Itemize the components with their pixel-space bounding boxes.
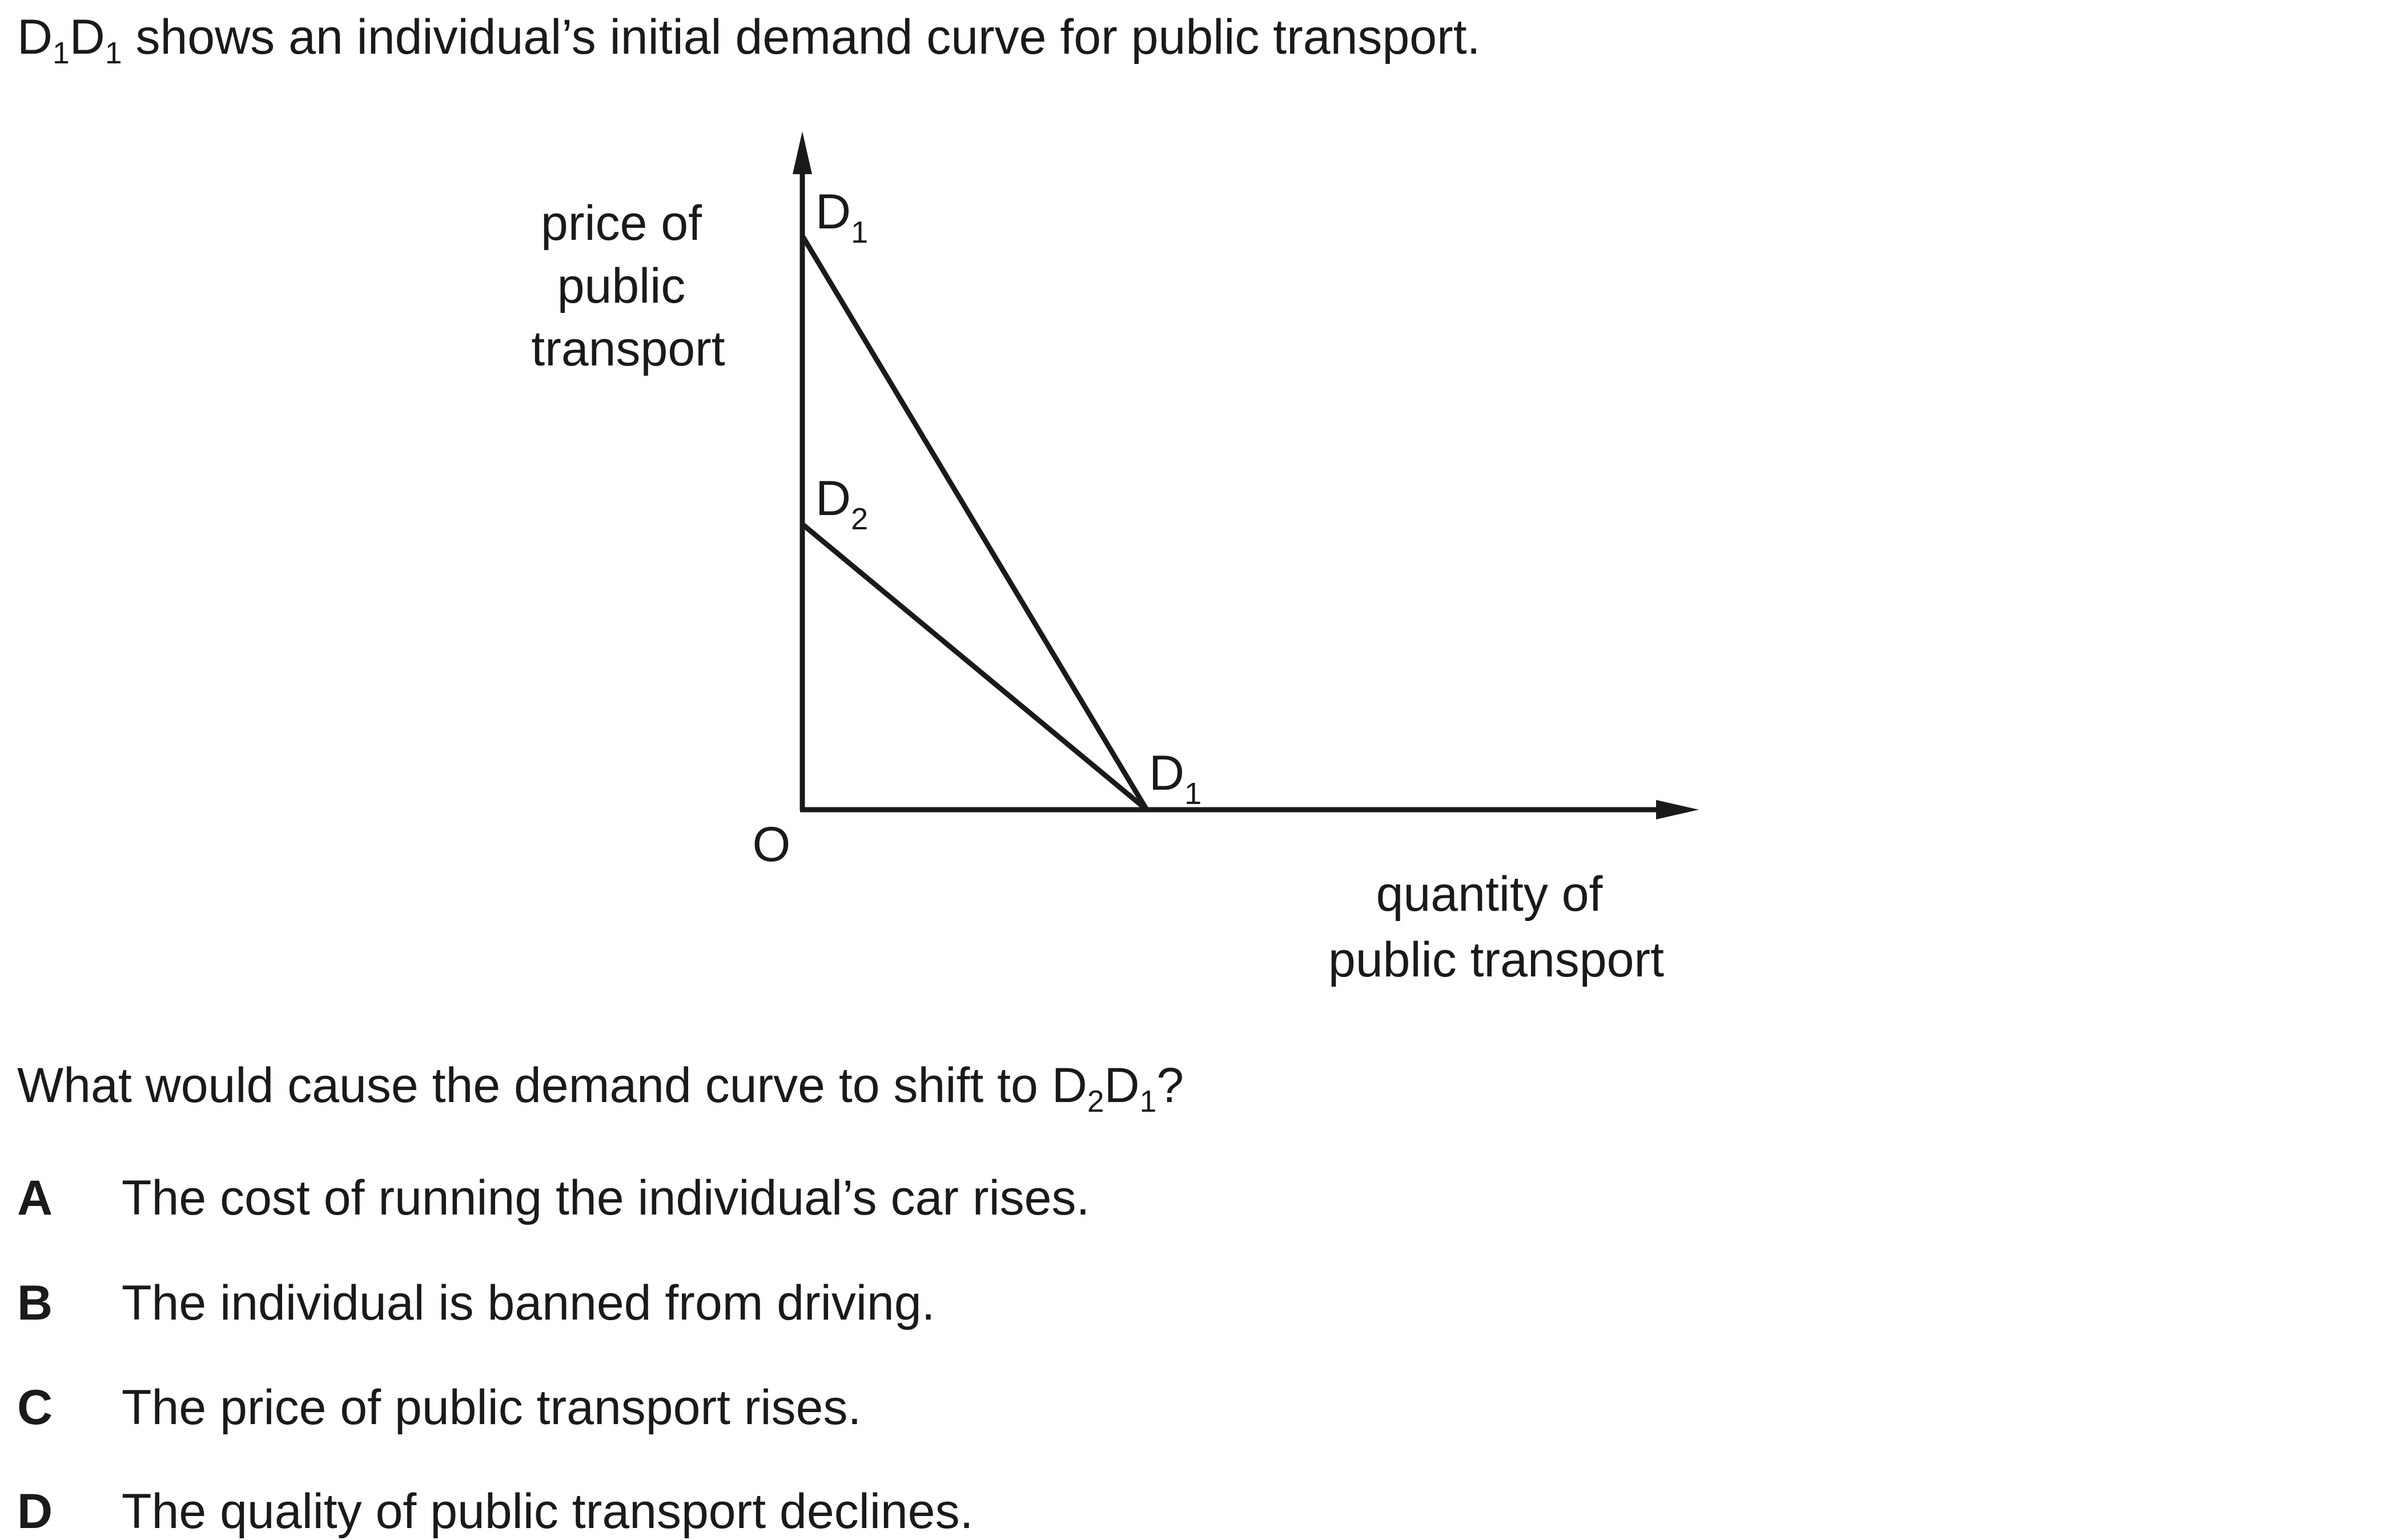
option-b[interactable]: B The individual is banned from driving. xyxy=(17,1274,935,1332)
x-axis-label: quantity of public transport xyxy=(1328,867,1664,987)
prompt-curve-letter-b: D xyxy=(1104,1058,1140,1113)
option-letter: C xyxy=(17,1380,53,1435)
prompt-curve-letter-a: D xyxy=(1051,1058,1087,1113)
prompt-sentence: What would cause the demand curve to shi… xyxy=(17,1058,1038,1113)
curve-d1d1 xyxy=(800,234,1149,811)
option-letter: D xyxy=(17,1483,53,1539)
curve-d2d1 xyxy=(801,522,1148,812)
intro-curve-sub-b: 1 xyxy=(105,37,122,71)
intro-curve-letter-a: D xyxy=(17,10,53,65)
intro-curve-sub-a: 1 xyxy=(53,37,70,71)
question-prompt: What would cause the demand curve to shi… xyxy=(17,1058,1184,1117)
x-axis-arrow xyxy=(1656,800,1699,819)
option-a[interactable]: A The cost of running the individual’s c… xyxy=(17,1169,1090,1227)
option-c[interactable]: C The price of public transport rises. xyxy=(17,1379,861,1436)
intro-curve-letter-b: D xyxy=(69,10,105,65)
option-text: The quality of public transport declines… xyxy=(122,1483,974,1539)
label-d2: D2 xyxy=(815,471,868,536)
option-text: The cost of running the individual’s car… xyxy=(122,1170,1090,1225)
option-letter: A xyxy=(17,1170,53,1225)
intro-sentence: shows an individual’s initial demand cur… xyxy=(135,10,1481,65)
prompt-question-mark: ? xyxy=(1156,1058,1184,1113)
label-d1-top: D1 xyxy=(815,184,868,250)
y-axis-label: price of public transport xyxy=(531,196,725,376)
y-axis-arrow xyxy=(793,131,812,174)
option-d[interactable]: D The quality of public transport declin… xyxy=(17,1483,973,1540)
option-letter: B xyxy=(17,1275,53,1330)
origin-label: O xyxy=(753,817,791,872)
option-text: The individual is banned from driving. xyxy=(122,1275,935,1330)
option-text: The price of public transport rises. xyxy=(122,1380,862,1435)
label-d1-bottom: D1 xyxy=(1149,746,1201,811)
intro-text: D1D1 shows an individual’s initial deman… xyxy=(17,10,1481,69)
demand-diagram: D1 D2 D1 O price of public transport qua… xyxy=(531,131,1699,987)
prompt-curve-sub-b: 1 xyxy=(1139,1085,1157,1119)
prompt-curve-sub-a: 2 xyxy=(1087,1085,1104,1119)
